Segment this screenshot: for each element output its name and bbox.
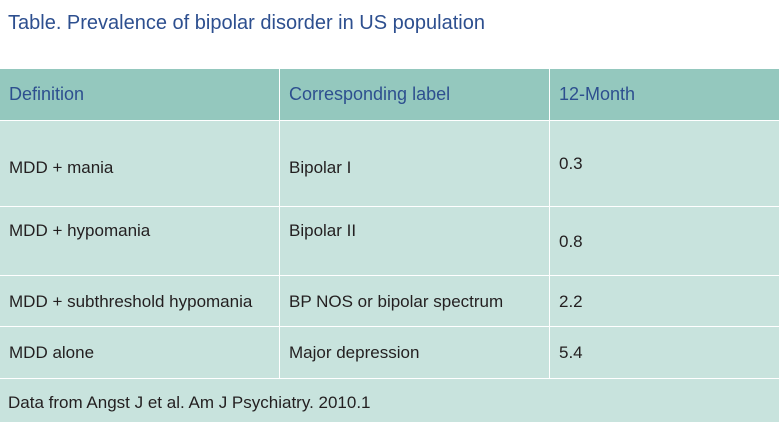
table-cell: BP NOS or bipolar spectrum (279, 276, 549, 326)
table-header-row: Definition Corresponding label 12-Month (0, 69, 779, 121)
table-cell: 0.8 (549, 207, 779, 275)
table-cell: Major depression (279, 327, 549, 378)
header-cell-12-month: 12-Month (549, 69, 779, 120)
prevalence-table: Definition Corresponding label 12-Month … (0, 69, 779, 422)
table-cell: 2.2 (549, 276, 779, 326)
table-cell: Bipolar I (279, 121, 549, 206)
table-cell: MDD + subthreshold hypomania (9, 292, 253, 311)
table-cell: MDD alone (9, 343, 95, 362)
header-cell-label: Corresponding label (279, 69, 549, 120)
table-title: Table. Prevalence of bipolar disorder in… (8, 12, 485, 34)
table-footnote: Data from Angst J et al. Am J Psychiatry… (0, 379, 779, 422)
header-cell-definition: Definition (9, 84, 85, 104)
table-row: MDD + subthreshold hypomania BP NOS or b… (0, 276, 779, 327)
table-cell: Bipolar II (279, 207, 549, 275)
table-cell: MDD + hypomania (9, 221, 151, 240)
table-row: MDD + hypomania Bipolar II 0.8 (0, 207, 779, 276)
table-cell: 5.4 (549, 327, 779, 378)
table-cell: 0.3 (549, 121, 779, 206)
table-cell: MDD + mania (9, 158, 114, 177)
footnote-text: Data from Angst J et al. Am J Psychiatry… (8, 393, 371, 412)
table-row: MDD alone Major depression 5.4 (0, 327, 779, 379)
table-row: MDD + mania Bipolar I 0.3 (0, 121, 779, 207)
